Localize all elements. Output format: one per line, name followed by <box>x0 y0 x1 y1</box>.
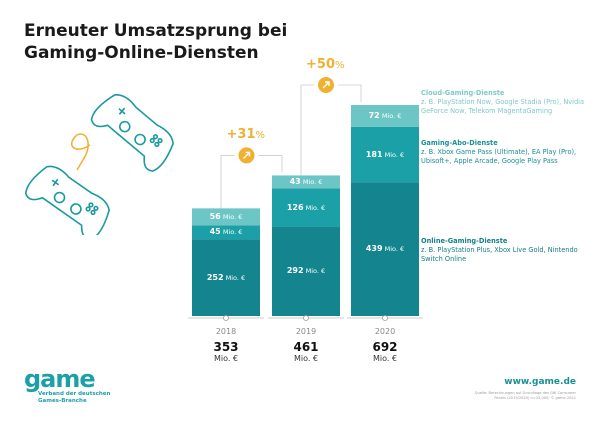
total-unit: Mio. € <box>372 354 398 363</box>
percent-sign: % <box>334 60 345 71</box>
value: 292 <box>286 266 304 276</box>
controller-icon <box>24 165 110 235</box>
data-label: 181 Mio. € <box>351 150 419 159</box>
arrow-glyph <box>322 81 330 89</box>
unit: Mio. € <box>382 150 405 159</box>
bar-segment-2020-0 <box>351 182 419 316</box>
value: 72 <box>368 110 380 120</box>
legend-title: Gaming-Abo-Dienste <box>421 139 498 147</box>
arrow-glyph <box>243 151 251 159</box>
bar-segment-2019-1 <box>272 188 340 227</box>
legend-title: Cloud-Gaming-Dienste <box>421 89 505 97</box>
unit: Mio. € <box>223 273 246 282</box>
data-label: 439 Mio. € <box>351 244 419 253</box>
legend-abo: Gaming-Abo-Dienste z. B. Xbox Game Pass … <box>421 139 596 166</box>
logo-subtitle: Verband der deutschen Games-Branche <box>38 391 110 405</box>
unit: Mio. € <box>379 111 402 120</box>
data-label: 72 Mio. € <box>351 111 419 120</box>
x-tick-label: 2020 <box>374 327 396 336</box>
growth-connector <box>220 155 283 209</box>
value: 43 <box>289 176 301 186</box>
total-label: 692 <box>372 340 398 354</box>
chart-title: Erneuter Umsatzsprung bei Gaming-Online-… <box>24 20 324 64</box>
data-label: 252 Mio. € <box>192 273 260 282</box>
legend-desc: z. B. PlayStation Now, Google Stadia (Pr… <box>421 98 585 115</box>
logo-sub-line: Games-Branche <box>38 398 87 404</box>
total-unit: Mio. € <box>293 354 319 363</box>
bar-segment-2019-2 <box>272 175 340 189</box>
data-label: 45 Mio. € <box>192 227 260 236</box>
total-label: 461 <box>293 340 319 354</box>
game-logo: game <box>24 365 96 393</box>
data-label: 126 Mio. € <box>272 203 340 212</box>
bar-segment-2018-1 <box>192 225 260 240</box>
percent-sign: % <box>255 130 265 142</box>
bar-segment-2019-0 <box>272 226 340 316</box>
growth-value: +31 <box>226 127 256 143</box>
x-tick-label: 2018 <box>215 327 237 336</box>
axis-marker <box>382 315 388 321</box>
website-link[interactable]: www.game.de <box>504 377 576 387</box>
title-line-2: Gaming-Online-Diensten <box>24 43 259 63</box>
title-line-1: Erneuter Umsatzsprung bei <box>24 21 288 41</box>
legend-title: Online-Gaming-Dienste <box>421 237 508 245</box>
growth-label: +50% <box>306 57 345 72</box>
value: 56 <box>209 211 221 221</box>
legend-desc: z. B. Xbox Game Pass (Ultimate), EA Play… <box>421 148 577 165</box>
total-unit: Mio. € <box>213 354 239 363</box>
growth-value: +50 <box>306 57 335 72</box>
legend-desc: z. B. PlayStation Plus, Xbox Live Gold, … <box>421 246 578 263</box>
source-line: Quelle: Berechnungen auf Grundlage des G… <box>474 391 576 395</box>
controllers-illustration <box>24 94 174 235</box>
unit: Mio. € <box>300 177 323 186</box>
unit: Mio. € <box>303 203 326 212</box>
data-label: 292 Mio. € <box>272 266 340 275</box>
data-label: 43 Mio. € <box>272 177 340 186</box>
growth-connector <box>300 84 362 176</box>
value: 45 <box>209 227 221 237</box>
unit: Mio. € <box>220 212 243 221</box>
total-label: 353 <box>213 340 239 354</box>
bar-segment-2020-1 <box>351 126 419 183</box>
bar-segment-2020-2 <box>351 105 419 127</box>
data-label: 56 Mio. € <box>192 212 260 221</box>
legend-online: Online-Gaming-Dienste z. B. PlayStation … <box>421 237 596 264</box>
source-note: Quelle: Berechnungen auf Grundlage des G… <box>416 391 576 401</box>
axis-marker <box>303 315 309 321</box>
bar-segment-2018-2 <box>192 208 260 226</box>
controller-icon <box>90 94 174 172</box>
value: 252 <box>206 272 224 282</box>
value: 439 <box>365 244 383 254</box>
x-tick-label: 2019 <box>295 327 317 336</box>
unit: Mio. € <box>382 245 405 254</box>
cable <box>71 133 91 171</box>
axis-marker <box>223 315 229 321</box>
logo-sub-line: Verband der deutschen <box>38 391 111 397</box>
source-line: Panels (2019/2020) n=25.000; © game 2021 <box>494 396 576 400</box>
value: 181 <box>365 149 383 159</box>
value: 126 <box>286 202 304 212</box>
legend-cloud: Cloud-Gaming-Dienste z. B. PlayStation N… <box>421 89 596 116</box>
bar-segment-2018-0 <box>192 239 260 316</box>
unit: Mio. € <box>220 228 243 237</box>
growth-label: +31% <box>227 127 266 142</box>
unit: Mio. € <box>303 267 326 276</box>
